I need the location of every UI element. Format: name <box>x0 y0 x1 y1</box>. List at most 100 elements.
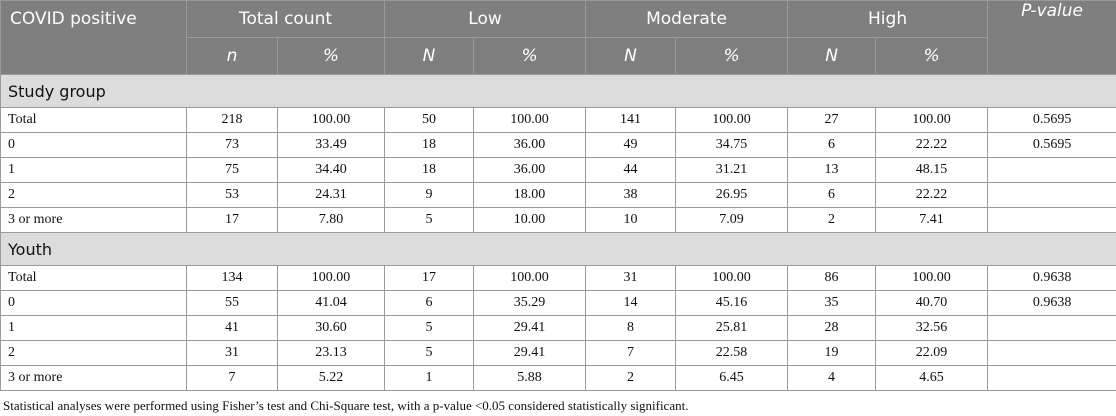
table-cell: 22.58 <box>675 340 789 366</box>
table-cell: 7 <box>585 340 677 366</box>
table-cell: 31 <box>585 265 677 291</box>
table-cell: 100.00 <box>675 265 789 291</box>
row-label: 0 <box>0 132 187 158</box>
table-cell: 134 <box>186 265 278 291</box>
subheader-cell: % <box>875 37 989 75</box>
table-cell: 18 <box>384 132 475 158</box>
table-cell: 27 <box>787 107 877 133</box>
table-cell: 100.00 <box>875 107 989 133</box>
subheader-cell: N <box>787 37 877 75</box>
table-cell: 7.41 <box>875 207 989 233</box>
table-cell: 31.21 <box>675 157 789 183</box>
row-label: 0 <box>0 290 187 316</box>
table-cell: 4.65 <box>875 365 989 391</box>
table-cell: 17 <box>384 265 475 291</box>
table-cell: 6.45 <box>675 365 789 391</box>
table-cell: 48.15 <box>875 157 989 183</box>
table-body: Study group Total 218 100.00 50 100.00 141 100.… <box>0 74 1116 391</box>
table-cell: 100.00 <box>675 107 789 133</box>
table-cell: 34.75 <box>675 132 789 158</box>
table-cell: 100.00 <box>473 107 587 133</box>
row-label: 2 <box>0 182 187 208</box>
p-value-cell <box>987 157 1116 183</box>
table-cell: 19 <box>787 340 877 366</box>
table-cell: 41.04 <box>276 290 386 316</box>
header-high: High <box>787 0 989 38</box>
table-cell: 4 <box>787 365 877 391</box>
section-row: Study group <box>0 74 1116 108</box>
p-value-cell: 0.9638 <box>987 290 1116 316</box>
subheader-cell: % <box>473 37 587 75</box>
table-cell: 36.00 <box>473 157 587 183</box>
table-cell: 6 <box>787 182 877 208</box>
table-row: 1 41 30.60 5 29.41 8 25.81 28 32.56 <box>0 315 1116 341</box>
table-cell: 26.95 <box>675 182 789 208</box>
table-cell: 10.00 <box>473 207 587 233</box>
table-row: 3 or more 7 5.22 1 5.88 2 6.45 4 4.65 <box>0 365 1116 391</box>
table-cell: 22.22 <box>875 132 989 158</box>
p-value-cell: 0.9638 <box>987 265 1116 291</box>
table-cell: 36.00 <box>473 132 587 158</box>
table-cell: 23.13 <box>276 340 386 366</box>
p-value-cell: 0.5695 <box>987 132 1116 158</box>
subheader-cell: N <box>384 37 475 75</box>
table-cell: 13 <box>787 157 877 183</box>
table-row: Total 218 100.00 50 100.00 141 100.00 27 100.00 0… <box>0 107 1116 133</box>
results-table: COVID positive Total count Low Moderate … <box>0 0 1116 391</box>
table-cell: 75 <box>186 157 278 183</box>
header-row-sub: n % N % N % N % <box>1 37 1116 75</box>
table-row: 2 31 23.13 5 29.41 7 22.58 19 22.09 <box>0 340 1116 366</box>
p-value-cell: 0.5695 <box>987 107 1116 133</box>
header-covid-positive: COVID positive <box>0 0 187 75</box>
row-label: 2 <box>0 340 187 366</box>
table-cell: 5.88 <box>473 365 587 391</box>
table-cell: 22.09 <box>875 340 989 366</box>
table-cell: 5 <box>384 315 475 341</box>
table-cell: 55 <box>186 290 278 316</box>
header-p-value-text: P-value <box>1021 1 1083 21</box>
p-value-cell <box>987 182 1116 208</box>
subheader-cell: n <box>186 37 278 75</box>
table-cell: 18 <box>384 157 475 183</box>
table-cell: 35.29 <box>473 290 587 316</box>
section-title: Youth <box>0 232 1116 266</box>
table-cell: 32.56 <box>875 315 989 341</box>
table-cell: 6 <box>384 290 475 316</box>
table-cell: 6 <box>787 132 877 158</box>
table-cell: 218 <box>186 107 278 133</box>
table-cell: 41 <box>186 315 278 341</box>
table-cell: 141 <box>585 107 677 133</box>
table-cell: 24.31 <box>276 182 386 208</box>
p-value-cell <box>987 340 1116 366</box>
table-cell: 5 <box>384 207 475 233</box>
subheader-cell: N <box>585 37 677 75</box>
table-row: Total 134 100.00 17 100.00 31 100.00 86 100.00 0.… <box>0 265 1116 291</box>
table-cell: 38 <box>585 182 677 208</box>
table-cell: 31 <box>186 340 278 366</box>
table-cell: 100.00 <box>276 107 386 133</box>
table-cell: 22.22 <box>875 182 989 208</box>
table-cell: 50 <box>384 107 475 133</box>
p-value-cell <box>987 365 1116 391</box>
table-cell: 17 <box>186 207 278 233</box>
section-row: Youth <box>0 232 1116 266</box>
subheader-cell: % <box>276 37 386 75</box>
table-cell: 86 <box>787 265 877 291</box>
table-row: 2 53 24.31 9 18.00 38 26.95 6 22.22 <box>0 182 1116 208</box>
table-cell: 8 <box>585 315 677 341</box>
table-cell: 73 <box>186 132 278 158</box>
subheader-cell: % <box>675 37 789 75</box>
row-label: 1 <box>0 157 187 183</box>
row-label: Total <box>0 265 187 291</box>
table-cell: 9 <box>384 182 475 208</box>
row-label: 1 <box>0 315 187 341</box>
table-cell: 35 <box>787 290 877 316</box>
table-cell: 44 <box>585 157 677 183</box>
table-cell: 100.00 <box>875 265 989 291</box>
table-cell: 28 <box>787 315 877 341</box>
table-cell: 2 <box>585 365 677 391</box>
table-cell: 18.00 <box>473 182 587 208</box>
table-cell: 10 <box>585 207 677 233</box>
table-cell: 40.70 <box>875 290 989 316</box>
row-label: 3 or more <box>0 365 187 391</box>
